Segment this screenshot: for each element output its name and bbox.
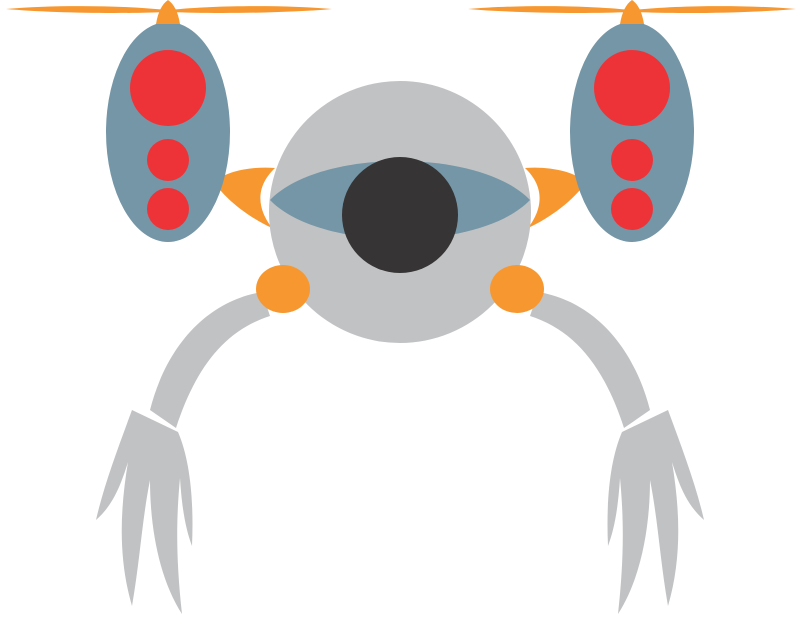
right-propeller-blade-left bbox=[468, 6, 630, 13]
left-propeller-hub bbox=[156, 0, 180, 24]
right-leg-joint bbox=[490, 265, 544, 313]
left-propeller-blade-right bbox=[170, 6, 332, 13]
right-rotor-pod-icon bbox=[570, 22, 694, 242]
camera-eye-icon bbox=[270, 157, 530, 273]
right-propeller-hub bbox=[620, 0, 644, 24]
left-pod-light-small bbox=[147, 188, 189, 230]
left-propeller-blade-left bbox=[6, 6, 166, 13]
left-rotor-pod-icon bbox=[106, 22, 230, 242]
eye-pupil bbox=[342, 157, 458, 273]
left-bracket bbox=[214, 167, 275, 228]
right-pod-light-small bbox=[611, 188, 653, 230]
right-bracket bbox=[525, 167, 586, 228]
left-leg-claws bbox=[96, 410, 193, 614]
left-leg-arm bbox=[150, 292, 270, 428]
right-pod-light-mid bbox=[611, 139, 653, 181]
left-leg-joint bbox=[256, 265, 310, 313]
right-pod-light-large bbox=[594, 50, 670, 126]
right-landing-leg-icon bbox=[530, 292, 704, 614]
left-propeller-icon bbox=[6, 0, 332, 24]
right-leg-claws bbox=[607, 410, 704, 614]
left-pod-light-mid bbox=[147, 139, 189, 181]
right-propeller-icon bbox=[468, 0, 796, 24]
left-landing-leg-icon bbox=[96, 292, 270, 614]
left-pod-light-large bbox=[130, 50, 206, 126]
right-propeller-blade-right bbox=[634, 6, 796, 13]
right-leg-arm bbox=[530, 292, 650, 428]
